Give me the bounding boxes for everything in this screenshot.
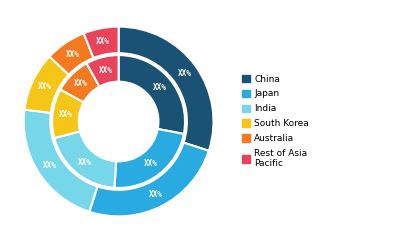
Wedge shape: [115, 129, 184, 188]
Text: XX%: XX%: [153, 83, 166, 92]
Text: XX%: XX%: [38, 82, 52, 91]
Text: XX%: XX%: [66, 50, 80, 59]
Wedge shape: [84, 27, 119, 58]
Text: XX%: XX%: [144, 159, 158, 168]
Wedge shape: [61, 63, 99, 102]
Legend: China, Japan, India, South Korea, Australia, Rest of Asia
Pacific: China, Japan, India, South Korea, Austra…: [242, 75, 309, 168]
Wedge shape: [89, 143, 209, 216]
Text: XX%: XX%: [78, 158, 92, 167]
Wedge shape: [119, 27, 213, 151]
Wedge shape: [24, 110, 97, 212]
Text: XX%: XX%: [178, 69, 191, 78]
Wedge shape: [54, 131, 116, 188]
Wedge shape: [49, 33, 94, 75]
Wedge shape: [119, 55, 185, 134]
Text: XX%: XX%: [97, 37, 110, 46]
Wedge shape: [25, 57, 69, 113]
Text: XX%: XX%: [43, 161, 57, 170]
Wedge shape: [52, 89, 84, 138]
Text: XX%: XX%: [59, 110, 73, 119]
Text: XX%: XX%: [99, 66, 112, 75]
Text: XX%: XX%: [74, 79, 88, 88]
Text: XX%: XX%: [149, 190, 163, 199]
Wedge shape: [87, 55, 119, 87]
